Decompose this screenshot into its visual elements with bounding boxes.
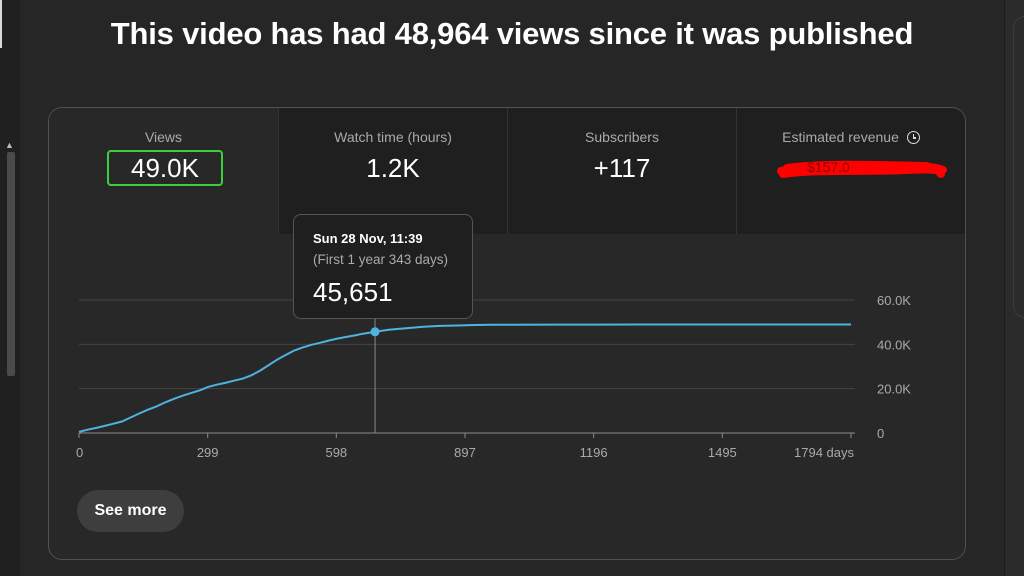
views-series-line: [78, 323, 851, 433]
redaction-scribble: $157.0: [777, 159, 947, 178]
y-tick-label: 0: [877, 426, 884, 441]
left-edge: [0, 0, 2, 48]
x-tick-label: 1794 days: [794, 445, 854, 460]
tooltip-value: 45,651: [313, 277, 393, 307]
right-panel-edge: [1004, 0, 1024, 576]
watch-time-label: Watch time (hours): [334, 129, 452, 145]
svg-text:$157.0: $157.0: [807, 159, 850, 175]
x-tick-label: 299: [197, 445, 219, 460]
subscribers-label: Subscribers: [585, 129, 659, 145]
x-tick-label: 1495: [708, 445, 737, 460]
left-scrollbar-thumb[interactable]: [7, 152, 15, 376]
subscribers-value: +117: [593, 153, 651, 183]
see-more-button[interactable]: See more: [77, 490, 184, 532]
y-tick-label: 20.0K: [877, 382, 911, 397]
tooltip-date: Sun 28 Nov, 11:39: [313, 231, 423, 246]
revenue-label: Estimated revenue: [782, 129, 899, 145]
views-label: Views: [144, 129, 183, 145]
hover-data-point: [370, 327, 380, 337]
tab-estimated-revenue[interactable]: Estimated revenue $157.0: [736, 108, 965, 234]
right-scrollbar-thumb[interactable]: [1013, 16, 1024, 318]
x-tick-label: 897: [454, 445, 476, 460]
scroll-up-arrow-icon[interactable]: ▲: [5, 140, 14, 150]
clock-icon[interactable]: [906, 130, 920, 144]
x-axis-ticks: 0 299 598 897 1196 1495 1794 days: [76, 433, 854, 460]
tab-views[interactable]: Views 49.0K: [49, 108, 278, 234]
page-title: This video has had 48,964 views since it…: [110, 16, 914, 51]
chart-grid: [79, 299, 855, 434]
chart-tooltip: Sun 28 Nov, 11:39 (First 1 year 343 days…: [293, 214, 473, 319]
left-scrollbar[interactable]: ▲: [0, 0, 20, 576]
tooltip-period: (First 1 year 343 days): [313, 252, 449, 267]
views-value: 49.0K: [107, 150, 223, 186]
x-tick-label: 1196: [580, 445, 608, 460]
tab-subscribers[interactable]: Subscribers +117: [507, 108, 736, 234]
right-divider: [1004, 0, 1005, 576]
y-tick-label: 60.0K: [877, 293, 911, 308]
stats-row: Views 49.0K Watch time (hours) 1.2K Subs…: [49, 108, 965, 234]
x-tick-label: 598: [325, 445, 347, 460]
y-axis-ticks: 0 20.0K 40.0K 60.0K: [877, 293, 911, 441]
watch-time-value: 1.2K: [366, 153, 420, 183]
revenue-label-row: Estimated revenue: [737, 129, 965, 145]
analytics-card: Views 49.0K Watch time (hours) 1.2K Subs…: [48, 107, 966, 560]
y-tick-label: 40.0K: [877, 337, 911, 352]
tab-watch-time[interactable]: Watch time (hours) 1.2K: [278, 108, 507, 234]
x-tick-label: 0: [76, 445, 83, 460]
